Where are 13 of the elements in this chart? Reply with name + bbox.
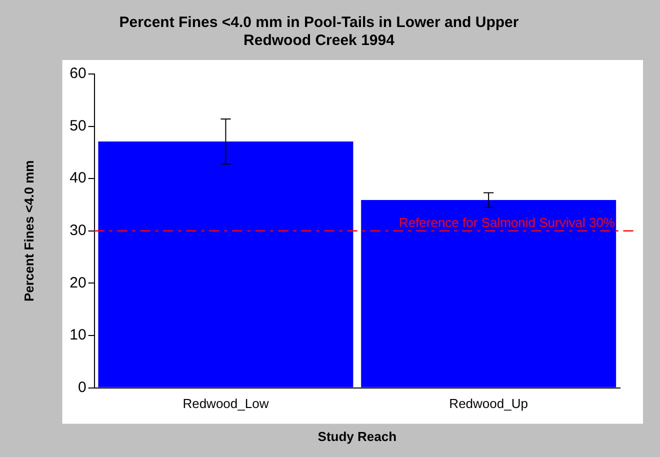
chart-title: Percent Fines <4.0 mm in Pool-Tails in Lower and Upper Redwood Creek 1994 [119, 14, 519, 50]
y-tick-label: 0 [78, 378, 86, 396]
y-tick-label: 20 [70, 274, 86, 292]
x-tick-label: Redwood_Low [182, 396, 270, 412]
y-tick-label: 50 [70, 117, 86, 134]
ref-line-label: Reference for Salmonid Survival 30% [398, 214, 616, 230]
y-tick-label: 10 [70, 326, 86, 344]
x-axis-title: Study Reach [318, 428, 397, 444]
y-tick-label: 60 [70, 65, 86, 82]
x-tick-label: Redwood_Up [449, 396, 528, 412]
y-axis-title: Percent Fines <4.0 mm [21, 160, 36, 302]
y-tick-label: 40 [70, 170, 86, 187]
y-tick-label: 30 [70, 222, 86, 240]
